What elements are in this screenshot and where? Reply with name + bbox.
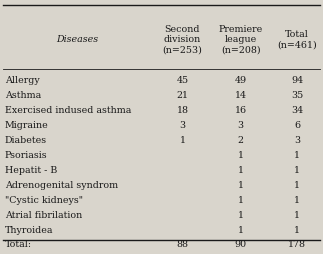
Text: 34: 34 bbox=[291, 105, 303, 114]
Text: 3: 3 bbox=[238, 120, 244, 129]
Text: Hepatit - B: Hepatit - B bbox=[5, 165, 57, 174]
Text: 1: 1 bbox=[294, 150, 300, 160]
Text: 1: 1 bbox=[238, 196, 244, 204]
Text: 1: 1 bbox=[238, 150, 244, 160]
Text: 1: 1 bbox=[294, 165, 300, 174]
Text: 3: 3 bbox=[180, 120, 185, 129]
Text: Asthma: Asthma bbox=[5, 90, 41, 99]
Text: 21: 21 bbox=[176, 90, 189, 99]
Text: Migraine: Migraine bbox=[5, 120, 48, 129]
Text: Diseases: Diseases bbox=[57, 35, 99, 44]
Text: 45: 45 bbox=[176, 75, 189, 84]
Text: 1: 1 bbox=[238, 165, 244, 174]
Text: 1: 1 bbox=[238, 181, 244, 189]
Text: Premiere
league
(n=208): Premiere league (n=208) bbox=[219, 25, 263, 54]
Text: 1: 1 bbox=[294, 181, 300, 189]
Text: 94: 94 bbox=[291, 75, 303, 84]
Text: 1: 1 bbox=[294, 196, 300, 204]
Text: 178: 178 bbox=[288, 239, 306, 248]
Text: Psoriasis: Psoriasis bbox=[5, 150, 47, 160]
Text: 2: 2 bbox=[238, 135, 244, 145]
Text: 18: 18 bbox=[176, 105, 189, 114]
Text: Total
(n=461): Total (n=461) bbox=[277, 30, 317, 49]
Text: Thyroidea: Thyroidea bbox=[5, 226, 53, 234]
Text: Atrial fibrilation: Atrial fibrilation bbox=[5, 211, 82, 219]
Text: 3: 3 bbox=[294, 135, 300, 145]
Text: 1: 1 bbox=[180, 135, 185, 145]
Text: 1: 1 bbox=[238, 226, 244, 234]
Text: Allergy: Allergy bbox=[5, 75, 40, 84]
Text: "Cystic kidneys": "Cystic kidneys" bbox=[5, 196, 83, 204]
Text: 1: 1 bbox=[294, 226, 300, 234]
Text: Diabetes: Diabetes bbox=[5, 135, 47, 145]
Text: 35: 35 bbox=[291, 90, 303, 99]
Text: 6: 6 bbox=[294, 120, 300, 129]
Text: 1: 1 bbox=[238, 211, 244, 219]
Text: 49: 49 bbox=[234, 75, 247, 84]
Text: Second
division
(n=253): Second division (n=253) bbox=[162, 25, 203, 54]
Text: 88: 88 bbox=[176, 239, 189, 248]
Text: Total:: Total: bbox=[5, 239, 32, 248]
Text: 90: 90 bbox=[234, 239, 247, 248]
Text: 1: 1 bbox=[294, 211, 300, 219]
Text: Adrenogenital syndrom: Adrenogenital syndrom bbox=[5, 181, 118, 189]
Text: 16: 16 bbox=[234, 105, 247, 114]
Text: Exercised indused asthma: Exercised indused asthma bbox=[5, 105, 131, 114]
Text: 14: 14 bbox=[234, 90, 247, 99]
